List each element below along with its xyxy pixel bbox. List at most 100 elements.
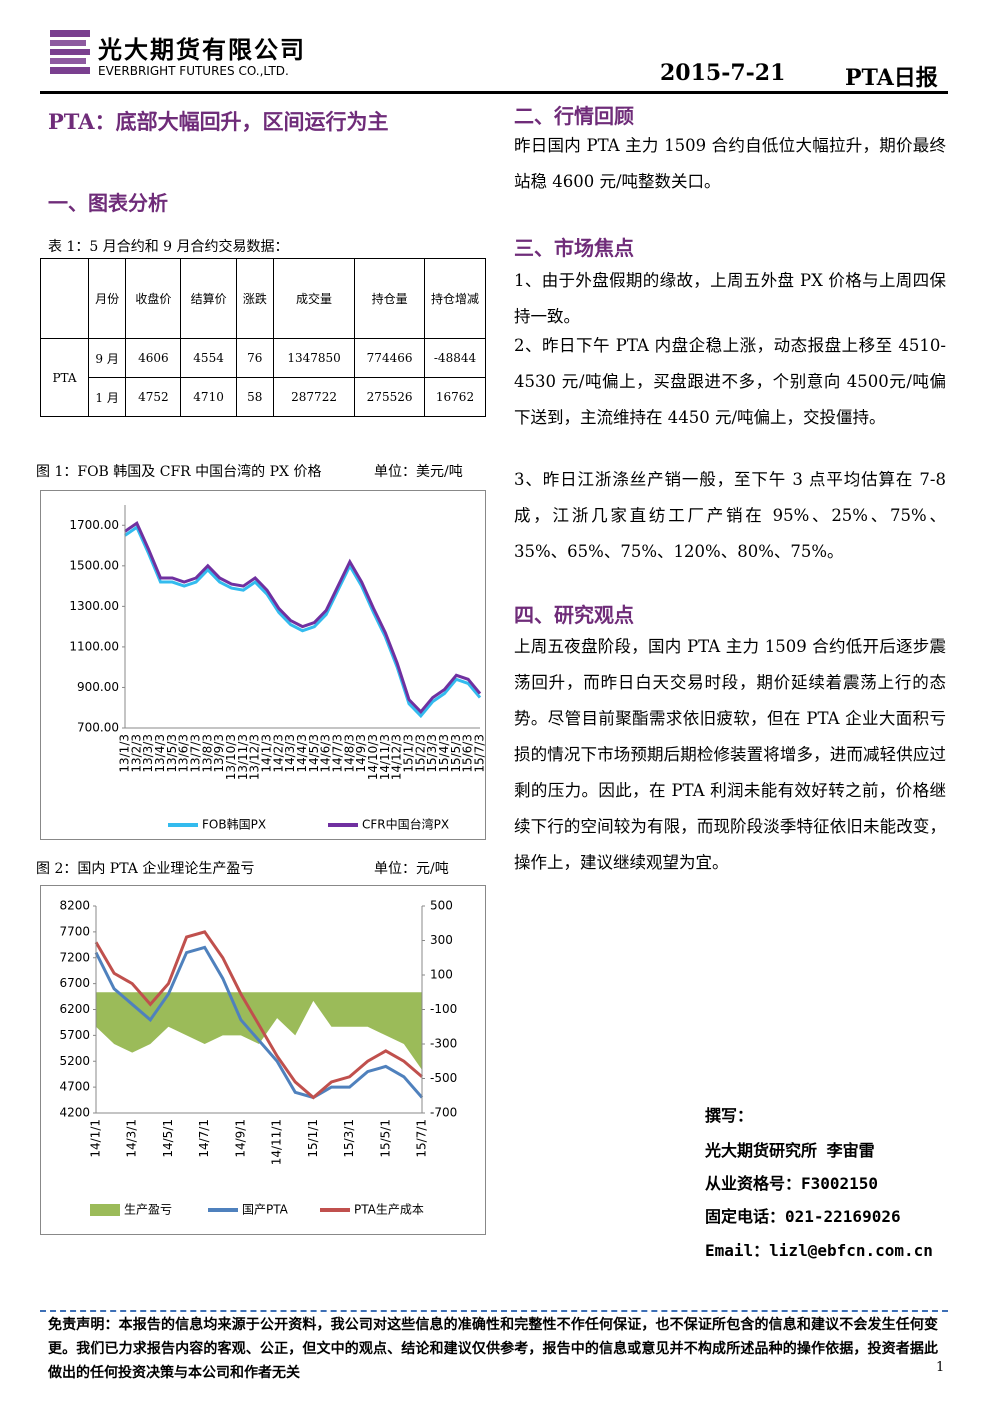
author-label: 撰写： xyxy=(705,1106,754,1125)
th: 持仓量 xyxy=(354,258,425,339)
x-tick-label: 13/4/3 xyxy=(153,734,167,773)
x-tick-label: 14/2/3 xyxy=(271,734,285,773)
y-tick-label: 4200 xyxy=(59,1106,90,1120)
page-number: 1 xyxy=(936,1360,945,1375)
logo xyxy=(50,30,90,74)
figure-unit: 单位：美元/吨 xyxy=(374,464,463,480)
section-heading: 一、图表分析 xyxy=(48,191,168,215)
figure1: 700.00 900.00 1100.00 1300.00 1500.00 1700.00… xyxy=(40,490,486,840)
x-tick-label: 14/4/3 xyxy=(295,734,309,773)
y-tick-label: 5700 xyxy=(59,1028,90,1042)
figure-caption: 图 1：FOB 韩国及 CFR 中国台湾的 PX 价格 xyxy=(36,464,322,480)
paragraph: 2、昨日下午 PTA 内盘企稳上涨，动态报盘上移至 4510-4530 元/吨偏… xyxy=(514,336,946,427)
y-tick-label: 900.00 xyxy=(77,680,119,694)
x-tick-label: 13/2/3 xyxy=(129,734,143,773)
author-license: 从业资格号：F3002150 xyxy=(705,1174,879,1193)
td: 4554 xyxy=(180,338,237,378)
x-tick-label: 14/3/1 xyxy=(125,1119,139,1158)
x-tick-label: 15/3/3 xyxy=(425,734,439,773)
x-tick-label: 13/11/3 xyxy=(236,734,250,780)
th: 成交量 xyxy=(272,258,356,339)
figure2: 4200 4700 5200 5700 6200 6700 7200 7700 8200 -700… xyxy=(40,885,486,1235)
x-tick-label: 14/3/3 xyxy=(283,734,297,773)
x-tick-label: 14/11/1 xyxy=(270,1119,284,1165)
x-tick-label: 15/4/3 xyxy=(437,734,451,773)
y-tick-label: 1500.00 xyxy=(69,558,119,572)
author-phone: 固定电话：021-22169026 xyxy=(705,1207,901,1226)
th: 收盘价 xyxy=(125,258,182,339)
y-tick-label: 7700 xyxy=(59,924,90,938)
company: 光大期货有限公司 xyxy=(98,35,306,64)
x-tick-label: 15/1/3 xyxy=(402,734,416,773)
th: 结算价 xyxy=(180,258,237,339)
figure-unit: 单位：元/吨 xyxy=(374,861,449,877)
x-tick-label: 14/9/3 xyxy=(354,734,368,773)
th: 涨跌 xyxy=(235,258,274,339)
x-tick-label: 14/12/3 xyxy=(390,734,404,780)
x-tick-label: 14/1/3 xyxy=(260,734,274,773)
y-tick-label: 4700 xyxy=(59,1080,90,1094)
legend-label: 国产PTA xyxy=(242,1203,289,1217)
paragraph: 上周五夜盘阶段，国内 PTA 主力 1509 合约低开后逐步震荡回升，而昨日白天… xyxy=(514,637,946,872)
td: 1347850 xyxy=(272,338,356,378)
table-caption: 表 1：5 月合约和 9 月合约交易数据： xyxy=(48,239,289,255)
x-tick-label: 14/6/3 xyxy=(319,734,333,773)
y2-tick-label: -700 xyxy=(430,1106,457,1120)
data-table: 月份 收盘价 结算价 涨跌 成交量 持仓量 持仓增减 PTA 9 月 4606 4554 76 134… xyxy=(40,258,486,417)
x-tick-label: 14/8/3 xyxy=(342,734,356,773)
x-tick-label: 15/7/1 xyxy=(415,1119,429,1158)
author-email: Email：lizl@ebfcn.com.cn xyxy=(705,1241,933,1260)
x-tick-label: 13/10/3 xyxy=(224,734,238,780)
x-tick-label: 13/9/3 xyxy=(212,734,226,773)
x-tick-label: 14/5/3 xyxy=(307,734,321,773)
paragraph: 1、由于外盘假期的缘故，上周五外盘 PX 价格与上周四保持一致。 xyxy=(514,271,946,326)
y2-tick-label: -300 xyxy=(430,1037,457,1051)
y-tick-label: 6200 xyxy=(59,1002,90,1016)
td: -48844 xyxy=(424,338,486,378)
x-tick-label: 13/3/3 xyxy=(141,734,155,773)
x-tick-label: 13/7/3 xyxy=(189,734,203,773)
td: 4606 xyxy=(125,338,182,378)
area xyxy=(96,992,422,1070)
x-tick-label: 13/12/3 xyxy=(248,734,262,780)
header-rule xyxy=(40,91,948,94)
section-heading: 四、研究观点 xyxy=(514,603,634,627)
x-tick-label: 14/10/3 xyxy=(366,734,380,780)
line xyxy=(124,525,482,719)
x-tick-label: 14/5/1 xyxy=(161,1119,175,1158)
td: PTA xyxy=(40,338,89,417)
x-tick-label: 14/7/1 xyxy=(197,1119,211,1158)
y2-tick-label: -100 xyxy=(430,1002,457,1016)
y2-tick-label: 500 xyxy=(430,899,453,913)
disclaimer: 免责声明：本报告的信息均来源于公开资料，我公司对这些信息的准确性和完整性不作任何… xyxy=(48,1317,938,1381)
legend-label: CFR中国台湾PX xyxy=(362,817,449,832)
x-tick-label: 15/5/3 xyxy=(449,734,463,773)
y-tick-label: 1100.00 xyxy=(69,639,119,653)
td: 275526 xyxy=(354,377,425,417)
paragraph: 3、昨日江浙涤丝产销一般，至下午 3 点平均估算在 7-8 成，江浙几家直纺工厂… xyxy=(514,470,946,561)
company-en: EVERBRIGHT FUTURES CO.,LTD. xyxy=(98,64,289,78)
td: 76 xyxy=(235,338,274,378)
x-tick-label: 13/8/3 xyxy=(200,734,214,773)
td: 58 xyxy=(235,377,274,417)
section-heading: 二、行情回顾 xyxy=(514,104,634,128)
section-heading: 三、市场焦点 xyxy=(514,236,634,260)
x-tick-label: 15/2/3 xyxy=(413,734,427,773)
x-tick-label: 13/6/3 xyxy=(177,734,191,773)
y-tick-label: 8200 xyxy=(59,899,90,913)
x-tick-label: 15/1/1 xyxy=(306,1119,320,1158)
title: PTA：底部大幅回升，区间运行为主 xyxy=(48,109,389,134)
x-tick-label: 14/9/1 xyxy=(233,1119,247,1158)
report-name: PTA日报 xyxy=(845,65,938,91)
y2-tick-label: 100 xyxy=(430,968,453,982)
legend-swatch xyxy=(90,1204,120,1216)
line xyxy=(124,520,482,715)
td: 4710 xyxy=(180,377,237,417)
paragraph: 昨日国内 PTA 主力 1509 合约自低位大幅拉升，期价最终站稳 4600 元… xyxy=(514,136,946,191)
x-tick-label: 15/3/1 xyxy=(342,1119,356,1158)
legend-label: FOB韩国PX xyxy=(202,817,266,832)
y-tick-label: 700.00 xyxy=(77,721,119,735)
x-tick-label: 13/1/3 xyxy=(118,734,132,773)
author-name: 光大期货研究所 李宙雷 xyxy=(705,1141,875,1160)
x-tick-label: 14/7/3 xyxy=(331,734,345,773)
